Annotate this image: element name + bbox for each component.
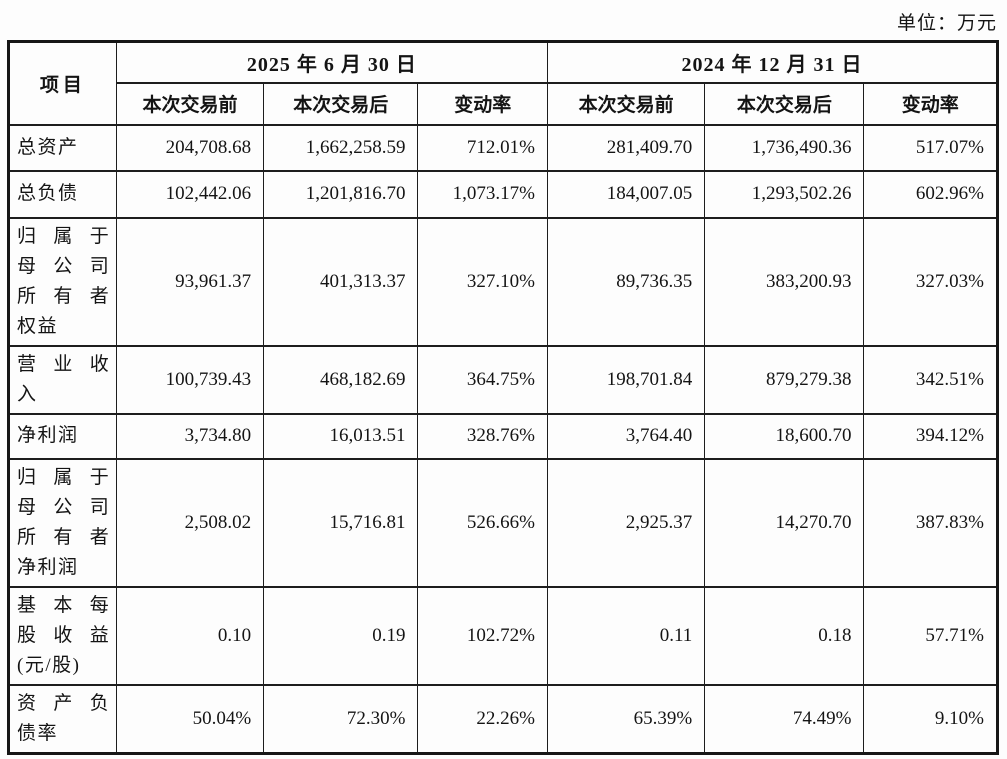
cell-value: 57.71% bbox=[863, 585, 998, 686]
cell-value: 526.66% bbox=[417, 457, 548, 588]
cell-value: 401,313.37 bbox=[263, 216, 419, 347]
cell-value: 383,200.93 bbox=[704, 216, 865, 347]
row-label: 总资产 bbox=[8, 123, 117, 172]
item-column-header: 项目 bbox=[8, 40, 117, 126]
table-row-total-liabilities: 总负债 102,442.06 1,201,816.70 1,073.17% 18… bbox=[8, 169, 998, 219]
header-row-subcolumns: 本次交易前 本次交易后 变动率 本次交易前 本次交易后 变动率 bbox=[9, 81, 998, 126]
row-label: 归属于 母公司 所有者 净利润 bbox=[8, 457, 117, 588]
row-label-line: 营业收 bbox=[17, 353, 109, 375]
cell-value: 93,961.37 bbox=[115, 216, 265, 347]
table-row-total-assets: 总资产 204,708.68 1,662,258.59 712.01% 281,… bbox=[8, 123, 998, 172]
row-label-line: 归属于 bbox=[17, 225, 109, 247]
cell-value: 879,279.38 bbox=[704, 344, 865, 415]
table-row-debt-ratio: 资产负 债率 50.04% 72.30% 22.26% 65.39% 74.49… bbox=[8, 683, 998, 754]
cell-value: 14,270.70 bbox=[704, 457, 865, 588]
row-label: 总负债 bbox=[8, 169, 117, 219]
table-row-net-profit: 净利润 3,734.80 16,013.51 328.76% 3,764.40 … bbox=[8, 412, 998, 460]
cell-value: 18,600.70 bbox=[704, 412, 865, 460]
cell-value: 327.10% bbox=[417, 216, 548, 347]
cell-value: 327.03% bbox=[863, 216, 998, 347]
table-row-parent-net-profit: 归属于 母公司 所有者 净利润 2,508.02 15,716.81 526.6… bbox=[8, 457, 998, 588]
row-label-line: 总负债 bbox=[17, 183, 79, 204]
cell-value: 72.30% bbox=[263, 683, 419, 754]
col-header-post-2025: 本次交易后 bbox=[263, 81, 419, 126]
cell-value: 0.18 bbox=[704, 585, 865, 686]
financial-comparison-table: 项目 2025 年 6 月 30 日 2024 年 12 月 31 日 本次交易… bbox=[7, 40, 999, 755]
col-group-header-2024: 2024 年 12 月 31 日 bbox=[546, 40, 999, 84]
col-header-pre-2025: 本次交易前 bbox=[115, 81, 265, 126]
cell-value: 602.96% bbox=[863, 169, 998, 219]
row-label-line: 权益 bbox=[17, 315, 59, 337]
table-row-basic-eps: 基本每 股收益 (元/股) 0.10 0.19 102.72% 0.11 0.1… bbox=[8, 585, 998, 686]
row-label-line: 归属于 bbox=[17, 466, 109, 488]
col-header-change-2025: 变动率 bbox=[417, 81, 548, 126]
row-label: 营业收 入 bbox=[8, 344, 117, 415]
cell-value: 468,182.69 bbox=[263, 344, 419, 415]
cell-value: 3,764.40 bbox=[546, 412, 706, 460]
cell-value: 1,073.17% bbox=[417, 169, 548, 219]
cell-value: 22.26% bbox=[417, 683, 548, 754]
cell-value: 394.12% bbox=[863, 412, 998, 460]
cell-value: 184,007.05 bbox=[546, 169, 706, 219]
row-label-line: 所有者 bbox=[17, 285, 109, 307]
row-label: 净利润 bbox=[8, 412, 117, 460]
cell-value: 328.76% bbox=[417, 412, 548, 460]
table-row-operating-revenue: 营业收 入 100,739.43 468,182.69 364.75% 198,… bbox=[8, 344, 998, 415]
cell-value: 15,716.81 bbox=[263, 457, 419, 588]
row-label-line: 净利润 bbox=[17, 425, 79, 446]
cell-value: 2,925.37 bbox=[546, 457, 706, 588]
cell-value: 74.49% bbox=[704, 683, 865, 754]
cell-value: 50.04% bbox=[115, 683, 265, 754]
row-label: 资产负 债率 bbox=[8, 683, 117, 754]
unit-label: 单位：万元 bbox=[896, 13, 997, 34]
cell-value: 1,736,490.36 bbox=[704, 123, 865, 172]
row-label-line: 总资产 bbox=[17, 136, 79, 158]
row-label: 归属于 母公司 所有者 权益 bbox=[8, 216, 117, 347]
cell-value: 342.51% bbox=[863, 344, 998, 415]
cell-value: 198,701.84 bbox=[546, 344, 706, 415]
row-label-line: 基本每 bbox=[17, 594, 109, 616]
cell-value: 364.75% bbox=[417, 344, 548, 415]
cell-value: 2,508.02 bbox=[115, 457, 265, 588]
row-label-line: 净利润 bbox=[17, 556, 79, 578]
col-header-post-2024: 本次交易后 bbox=[704, 81, 865, 126]
cell-value: 65.39% bbox=[546, 683, 706, 754]
cell-value: 100,739.43 bbox=[115, 344, 265, 415]
cell-value: 9.10% bbox=[863, 683, 998, 754]
cell-value: 517.07% bbox=[863, 123, 998, 172]
row-label-line: 股收益 bbox=[17, 624, 109, 646]
cell-value: 387.83% bbox=[863, 457, 998, 588]
header-row-dates: 项目 2025 年 6 月 30 日 2024 年 12 月 31 日 bbox=[8, 40, 999, 126]
col-group-header-2025: 2025 年 6 月 30 日 bbox=[115, 40, 548, 84]
row-label-line: 所有者 bbox=[17, 526, 109, 548]
cell-value: 0.19 bbox=[263, 585, 419, 686]
cell-value: 0.10 bbox=[115, 585, 265, 686]
row-label-line: 债率 bbox=[17, 722, 59, 744]
cell-value: 281,409.70 bbox=[546, 123, 706, 172]
cell-value: 102.72% bbox=[417, 585, 548, 686]
cell-value: 102,442.06 bbox=[115, 169, 265, 219]
row-label-line: 母公司 bbox=[17, 255, 109, 277]
cell-value: 1,201,816.70 bbox=[263, 169, 419, 219]
row-label-line: 资产负 bbox=[17, 692, 109, 714]
cell-value: 89,736.35 bbox=[546, 216, 706, 347]
cell-value: 1,293,502.26 bbox=[704, 169, 865, 219]
cell-value: 712.01% bbox=[417, 123, 548, 172]
col-header-pre-2024: 本次交易前 bbox=[546, 81, 706, 126]
cell-value: 3,734.80 bbox=[115, 412, 265, 460]
table-row-parent-equity: 归属于 母公司 所有者 权益 93,961.37 401,313.37 327.… bbox=[8, 216, 998, 347]
cell-value: 204,708.68 bbox=[115, 123, 265, 172]
cell-value: 0.11 bbox=[546, 585, 706, 686]
row-label: 基本每 股收益 (元/股) bbox=[8, 585, 117, 686]
cell-value: 16,013.51 bbox=[263, 412, 419, 460]
row-label-line: 入 bbox=[17, 383, 38, 405]
col-header-change-2024: 变动率 bbox=[863, 81, 998, 126]
row-label-line: 母公司 bbox=[17, 496, 109, 518]
row-label-line: (元/股) bbox=[17, 654, 81, 676]
cell-value: 1,662,258.59 bbox=[263, 123, 419, 172]
